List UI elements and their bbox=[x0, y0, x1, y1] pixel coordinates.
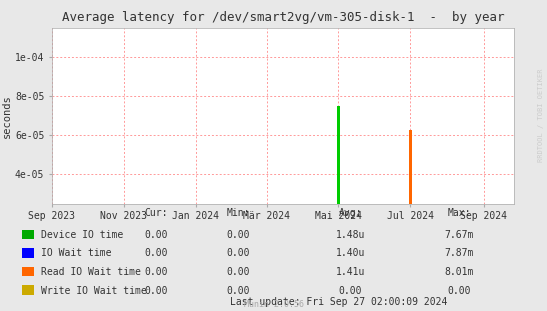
Text: 7.87m: 7.87m bbox=[445, 248, 474, 258]
Text: 0.00: 0.00 bbox=[144, 267, 167, 277]
Text: Read IO Wait time: Read IO Wait time bbox=[41, 267, 141, 277]
Text: Munin 2.0.56: Munin 2.0.56 bbox=[243, 300, 304, 309]
Text: 0.00: 0.00 bbox=[144, 286, 167, 296]
Text: 0.00: 0.00 bbox=[226, 267, 249, 277]
Text: Avg:: Avg: bbox=[339, 208, 362, 218]
Text: RRDTOOL / TOBI OETIKER: RRDTOOL / TOBI OETIKER bbox=[538, 68, 544, 162]
Text: 0.00: 0.00 bbox=[339, 286, 362, 296]
Text: 7.67m: 7.67m bbox=[445, 230, 474, 240]
Text: IO Wait time: IO Wait time bbox=[41, 248, 112, 258]
Text: Min:: Min: bbox=[226, 208, 249, 218]
Text: Write IO Wait time: Write IO Wait time bbox=[41, 286, 147, 296]
Polygon shape bbox=[409, 129, 412, 204]
Text: 0.00: 0.00 bbox=[226, 230, 249, 240]
Text: 0.00: 0.00 bbox=[448, 286, 471, 296]
Y-axis label: seconds: seconds bbox=[2, 94, 12, 138]
Text: 1.48u: 1.48u bbox=[335, 230, 365, 240]
Text: Cur:: Cur: bbox=[144, 208, 167, 218]
Text: Max:: Max: bbox=[448, 208, 471, 218]
Text: 1.40u: 1.40u bbox=[335, 248, 365, 258]
Text: 8.01m: 8.01m bbox=[445, 267, 474, 277]
Polygon shape bbox=[337, 106, 340, 204]
Text: 0.00: 0.00 bbox=[144, 248, 167, 258]
Text: 1.41u: 1.41u bbox=[335, 267, 365, 277]
Text: 0.00: 0.00 bbox=[226, 248, 249, 258]
Text: 0.00: 0.00 bbox=[144, 230, 167, 240]
Title: Average latency for /dev/smart2vg/vm-305-disk-1  -  by year: Average latency for /dev/smart2vg/vm-305… bbox=[62, 11, 504, 24]
Text: Last update: Fri Sep 27 02:00:09 2024: Last update: Fri Sep 27 02:00:09 2024 bbox=[230, 297, 448, 307]
Text: Device IO time: Device IO time bbox=[41, 230, 123, 240]
Text: 0.00: 0.00 bbox=[226, 286, 249, 296]
